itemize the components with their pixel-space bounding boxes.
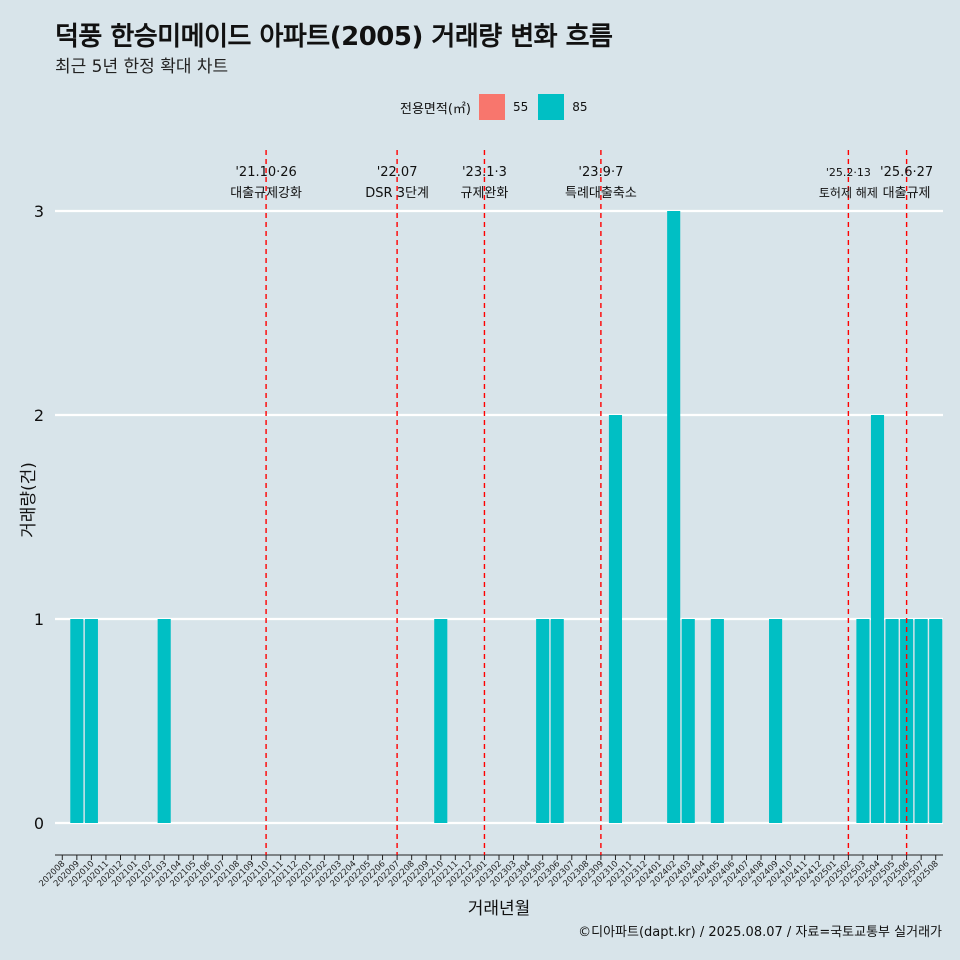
legend-swatch-55 — [478, 94, 505, 120]
event-label: 규제완화 — [461, 186, 509, 201]
bar-202504 — [870, 415, 885, 823]
legend-swatch-85 — [538, 94, 565, 120]
legend: 전용면적(㎡) 55 85 — [400, 93, 598, 121]
event-date-label: '23.9·7 — [578, 165, 623, 180]
y-tick-label: 1 — [34, 610, 44, 629]
y-tick-label: 2 — [34, 406, 44, 425]
x-axis-title: 거래년월 — [468, 899, 531, 919]
bar-202405 — [710, 619, 724, 823]
event-date-label: '25.6·27 — [880, 165, 933, 180]
bar-202103 — [157, 619, 171, 823]
bar-202505 — [885, 619, 899, 823]
chart-subtitle: 최근 5년 한정 확대 차트 — [55, 57, 229, 77]
event-date-label: '25.2·13 — [826, 166, 871, 179]
legend-label-55: 55 — [512, 100, 529, 114]
y-axis-title: 거래량(건) — [19, 462, 39, 538]
event-date-label: '23.1·3 — [462, 165, 507, 180]
bar-202503 — [856, 619, 870, 823]
bar-202009 — [70, 619, 84, 823]
event-label: 대출규제 — [883, 186, 931, 201]
bar-202402 — [667, 211, 681, 823]
bar-202010 — [84, 619, 98, 823]
legend-title: 전용면적(㎡) — [400, 101, 471, 117]
event-date-label: '21.10·26 — [235, 165, 296, 180]
bar-202409 — [769, 619, 783, 823]
event-label: DSR 3단계 — [365, 186, 429, 201]
event-label: 특례대출축소 — [565, 186, 637, 201]
source-caption: ©디아파트(dapt.kr) / 2025.08.07 / 자료=국토교통부 실… — [578, 925, 942, 940]
event-date-label: '22.07 — [377, 165, 418, 180]
bar-202306 — [550, 619, 564, 823]
legend-item-55: 55 — [478, 94, 532, 120]
bar-202403 — [681, 619, 695, 823]
bar-202305 — [536, 619, 550, 823]
legend-item-85: 85 — [538, 94, 591, 120]
y-tick-label: 3 — [34, 202, 44, 221]
event-label: 대출규제강화 — [230, 186, 302, 201]
bar-202508 — [929, 619, 943, 823]
bar-202310 — [608, 415, 623, 823]
event-label: 토허제 해제 — [819, 186, 878, 200]
bar-202210 — [434, 619, 448, 823]
bar-202507 — [914, 619, 928, 823]
y-tick-label: 0 — [34, 814, 44, 833]
legend-label-85: 85 — [572, 100, 588, 114]
chart-title: 덕풍 한승미메이드 아파트(2005) 거래량 변화 흐름 — [55, 22, 613, 52]
